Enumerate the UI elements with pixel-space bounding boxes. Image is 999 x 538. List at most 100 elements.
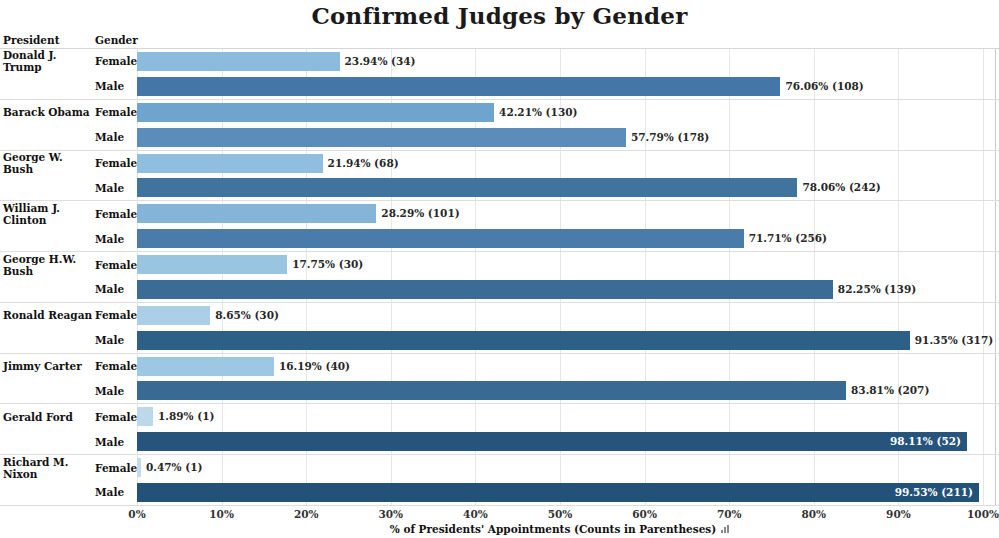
bar-male[interactable]	[137, 331, 910, 350]
bar-track: 0.47% (1)	[137, 455, 999, 480]
bar-male[interactable]	[137, 229, 744, 248]
bar-male[interactable]	[137, 178, 797, 197]
gender-label: Male	[95, 378, 137, 403]
bar-track: 21.94% (68)	[137, 151, 999, 176]
bar-row: Male 91.35% (317)	[0, 328, 999, 353]
bar-track: 1.89% (1)	[137, 404, 999, 429]
president-group-2: Barack ObamaFemale42.21% (130)Male 57.79%…	[0, 100, 999, 151]
president-group-8: Gerald FordFemale1.89% (1)Male98.11% (52…	[0, 404, 999, 455]
president-group-1: Donald J. TrumpFemale23.94% (34)Male76.0…	[0, 49, 999, 100]
bar-value-label: 42.21% (130)	[499, 100, 577, 125]
gender-label: Male	[95, 125, 137, 150]
bar-track: 78.06% (242)	[137, 175, 999, 200]
gender-label: Female	[95, 303, 137, 328]
bar-value-label: 21.94% (68)	[328, 151, 399, 176]
president-label: Gerald Ford	[0, 404, 95, 429]
president-label	[0, 226, 95, 251]
bar-row: Male98.11% (52)	[0, 429, 999, 454]
bar-row: Male 82.25% (139)	[0, 277, 999, 302]
president-label	[0, 328, 95, 353]
x-tick-40: 40%	[463, 508, 488, 520]
bar-track: 83.81% (207)	[137, 378, 999, 403]
sort-icon[interactable]	[720, 524, 730, 536]
bar-male[interactable]	[137, 381, 846, 400]
bar-value-label: 91.35% (317)	[915, 328, 993, 353]
bar-track: 91.35% (317)	[137, 328, 999, 353]
president-group-4: William J. ClintonFemale28.29% (101)Male…	[0, 201, 999, 252]
x-tick-10: 10%	[209, 508, 234, 520]
bar-male[interactable]	[137, 483, 979, 502]
bar-row: Barack ObamaFemale42.21% (130)	[0, 100, 999, 125]
president-group-9: Richard M. NixonFemale0.47% (1)Male99.53…	[0, 455, 999, 506]
bar-track: 42.21% (130)	[137, 100, 999, 125]
gender-label: Male	[95, 328, 137, 353]
gender-label: Female	[95, 404, 137, 429]
bar-value-label: 8.65% (30)	[215, 303, 279, 328]
bar-track: 23.94% (34)	[137, 49, 999, 74]
bar-value-label: 16.19% (40)	[279, 354, 350, 379]
president-group-6: Ronald ReaganFemale 8.65% (30) Male 91.35% …	[0, 303, 999, 354]
bar-female[interactable]	[137, 357, 274, 376]
gender-label: Female	[95, 354, 137, 379]
president-label	[0, 175, 95, 200]
bar-female[interactable]	[137, 306, 210, 325]
bar-value-label: 99.53% (211)	[895, 480, 973, 505]
gender-label: Male	[95, 429, 137, 454]
bar-row: William J. ClintonFemale28.29% (101)	[0, 201, 999, 226]
bar-row: Male 76.06% (108)	[0, 74, 999, 99]
gender-label: Male	[95, 277, 137, 302]
x-tick-0: 0%	[128, 508, 145, 520]
bar-value-label: 0.47% (1)	[146, 455, 202, 480]
gender-label: Male	[95, 480, 137, 505]
bar-groups: Donald J. TrumpFemale23.94% (34)Male76.0…	[0, 49, 999, 506]
bar-value-label: 28.29% (101)	[381, 201, 459, 226]
bar-male[interactable]	[137, 432, 967, 451]
chart-title: Confirmed Judges by Gender	[0, 2, 999, 29]
plot-area: Donald J. TrumpFemale23.94% (34)Male76.0…	[0, 48, 999, 506]
president-label	[0, 277, 95, 302]
bar-female[interactable]	[137, 458, 141, 477]
x-tick-90: 90%	[886, 508, 911, 520]
bar-row: Gerald FordFemale 1.89% (1)	[0, 404, 999, 429]
bar-track: 99.53% (211)	[137, 480, 999, 505]
bar-track: 16.19% (40)	[137, 354, 999, 379]
bar-value-label: 82.25% (139)	[838, 277, 916, 302]
bar-male[interactable]	[137, 280, 833, 299]
chart-confirmed-judges-by-gender: Confirmed Judges by Gender President Gen…	[0, 0, 999, 538]
gender-label: Male	[95, 74, 137, 99]
x-tick-50: 50%	[548, 508, 573, 520]
bar-value-label: 57.79% (178)	[631, 125, 709, 150]
column-header-gender: Gender	[95, 34, 138, 46]
bar-track: 76.06% (108)	[137, 74, 999, 99]
gender-label: Female	[95, 201, 137, 226]
bar-value-label: 23.94% (34)	[345, 49, 416, 74]
president-group-7: Jimmy CarterFemale 16.19% (40) Male83.81% …	[0, 354, 999, 405]
bar-female[interactable]	[137, 154, 323, 173]
gender-label: Female	[95, 151, 137, 176]
bar-female[interactable]	[137, 103, 494, 122]
bar-value-label: 76.06% (108)	[785, 74, 863, 99]
bar-row: George H.W. BushFemale17.75% (30)	[0, 252, 999, 277]
bar-female[interactable]	[137, 52, 340, 71]
bar-female[interactable]	[137, 255, 287, 274]
bar-track: 17.75% (30)	[137, 252, 999, 277]
bar-row: Male 99.53% (211)	[0, 480, 999, 505]
bar-row: Male 57.79% (178)	[0, 125, 999, 150]
x-axis-title: % of Presidents' Appointments (Counts in…	[137, 523, 983, 536]
president-label: Jimmy Carter	[0, 354, 95, 379]
bar-row: George W. BushFemale21.94% (68)	[0, 151, 999, 176]
bar-female[interactable]	[137, 204, 376, 223]
bar-female[interactable]	[137, 407, 153, 426]
x-axis: % of Presidents' Appointments (Counts in…	[0, 505, 999, 538]
gender-label: Female	[95, 252, 137, 277]
bar-value-label: 1.89% (1)	[158, 404, 214, 429]
bar-row: Male78.06% (242)	[0, 175, 999, 200]
president-label: Barack Obama	[0, 100, 95, 125]
bar-track: 98.11% (52)	[137, 429, 999, 454]
x-tick-100: 100%	[967, 508, 999, 520]
x-axis-title-text: % of Presidents' Appointments (Counts in…	[390, 523, 716, 535]
bar-male[interactable]	[137, 77, 780, 96]
x-tick-80: 80%	[802, 508, 827, 520]
bar-male[interactable]	[137, 128, 626, 147]
president-label: Ronald Reagan	[0, 303, 95, 328]
